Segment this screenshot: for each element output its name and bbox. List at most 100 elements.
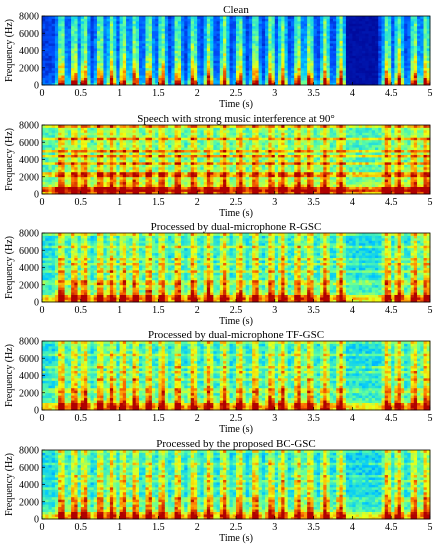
heatmap-cell xyxy=(113,176,117,180)
heatmap-cell xyxy=(339,48,344,51)
heatmap-cell xyxy=(323,35,327,39)
heatmap-cell xyxy=(109,43,114,46)
heatmap-cell xyxy=(258,25,263,29)
heatmap-cell xyxy=(187,142,192,146)
heatmap-cell xyxy=(42,139,46,143)
heatmap-cell xyxy=(171,144,175,148)
heatmap-cell xyxy=(61,67,66,71)
heatmap-cell xyxy=(271,48,276,51)
heatmap-cell xyxy=(407,60,411,64)
heatmap-cell xyxy=(184,179,188,183)
heatmap-cell xyxy=(261,48,266,51)
heatmap-cell xyxy=(320,48,324,51)
heatmap-cell xyxy=(371,33,376,37)
heatmap-cell xyxy=(42,77,46,81)
heatmap-cell xyxy=(54,149,59,153)
heatmap-cell xyxy=(219,159,224,163)
heatmap-cell xyxy=(193,23,198,27)
heatmap-cell xyxy=(193,38,198,42)
heatmap-cell xyxy=(48,139,53,143)
heatmap-cell xyxy=(245,55,250,59)
heatmap-cell xyxy=(239,48,243,51)
heatmap-cell xyxy=(71,57,75,61)
heatmap-cell xyxy=(48,161,53,165)
heatmap-cell xyxy=(290,70,295,74)
heatmap-cell xyxy=(168,154,172,158)
heatmap-cell xyxy=(135,40,140,44)
heatmap-cell xyxy=(297,35,302,39)
heatmap-cell xyxy=(184,189,188,192)
heatmap-cell xyxy=(45,171,49,175)
heatmap-cell xyxy=(148,171,153,175)
heatmap-cell xyxy=(61,23,66,27)
heatmap-cell xyxy=(113,28,117,32)
heatmap-cell xyxy=(200,65,205,69)
heatmap-cell xyxy=(339,43,344,46)
heatmap-cell xyxy=(210,55,214,59)
heatmap-cell xyxy=(80,62,85,66)
heatmap-cell xyxy=(58,176,62,180)
heatmap-cell xyxy=(54,82,59,86)
heatmap-cell xyxy=(342,48,347,51)
heatmap-cell xyxy=(45,181,49,185)
heatmap-cell xyxy=(190,129,195,133)
heatmap-cell xyxy=(177,134,182,138)
heatmap-cell xyxy=(126,189,130,192)
heatmap-cell xyxy=(413,45,418,49)
heatmap-cell xyxy=(93,20,98,24)
heatmap-cell xyxy=(206,52,211,56)
heatmap-cell xyxy=(100,174,104,178)
heatmap-cell xyxy=(155,129,159,133)
heatmap-cell xyxy=(64,52,69,56)
heatmap-cell xyxy=(300,48,305,51)
heatmap-cell xyxy=(420,25,424,29)
heatmap-cell xyxy=(148,77,153,81)
heatmap-cell xyxy=(161,169,166,173)
heatmap-cell xyxy=(164,169,169,173)
heatmap-cell xyxy=(142,125,146,128)
heatmap-cell xyxy=(303,28,308,32)
heatmap-cell xyxy=(119,72,124,76)
heatmap-cell xyxy=(236,65,240,69)
heatmap-cell xyxy=(74,43,78,46)
heatmap-cell xyxy=(371,67,376,71)
heatmap-cell xyxy=(139,186,143,190)
heatmap-cell xyxy=(232,18,237,22)
heatmap-cell xyxy=(151,23,156,27)
heatmap-cell xyxy=(300,25,305,29)
heatmap-cell xyxy=(100,38,104,42)
heatmap-cell xyxy=(190,132,195,136)
heatmap-cell xyxy=(54,189,59,192)
heatmap-cell xyxy=(300,50,305,54)
heatmap-cell xyxy=(394,38,399,42)
heatmap-cell xyxy=(139,35,143,39)
heatmap-cell xyxy=(129,72,133,76)
heatmap-cell xyxy=(106,77,111,81)
heatmap-cell xyxy=(281,80,285,83)
heatmap-cell xyxy=(252,33,256,37)
heatmap-cell xyxy=(168,142,172,146)
heatmap-cell xyxy=(42,23,46,27)
heatmap-cell xyxy=(145,157,150,160)
heatmap-cell xyxy=(126,70,130,74)
heatmap-cell xyxy=(109,127,114,131)
heatmap-cell xyxy=(239,82,243,86)
heatmap-cell xyxy=(161,16,166,19)
heatmap-cell xyxy=(323,40,327,44)
heatmap-cell xyxy=(239,72,243,76)
heatmap-cell xyxy=(48,132,53,136)
heatmap-cell xyxy=(168,62,172,66)
heatmap-cell xyxy=(113,129,117,133)
heatmap-cell xyxy=(242,45,247,49)
heatmap-cell xyxy=(77,159,82,163)
heatmap-cell xyxy=(151,161,156,165)
heatmap-cell xyxy=(168,77,172,81)
heatmap-cell xyxy=(77,16,82,19)
heatmap-cell xyxy=(119,67,124,71)
heatmap-cell xyxy=(80,144,85,148)
heatmap-cell xyxy=(93,72,98,76)
heatmap-cell xyxy=(213,189,217,192)
heatmap-cell xyxy=(274,40,279,44)
heatmap-cell xyxy=(239,57,243,61)
heatmap-cell xyxy=(106,157,111,160)
